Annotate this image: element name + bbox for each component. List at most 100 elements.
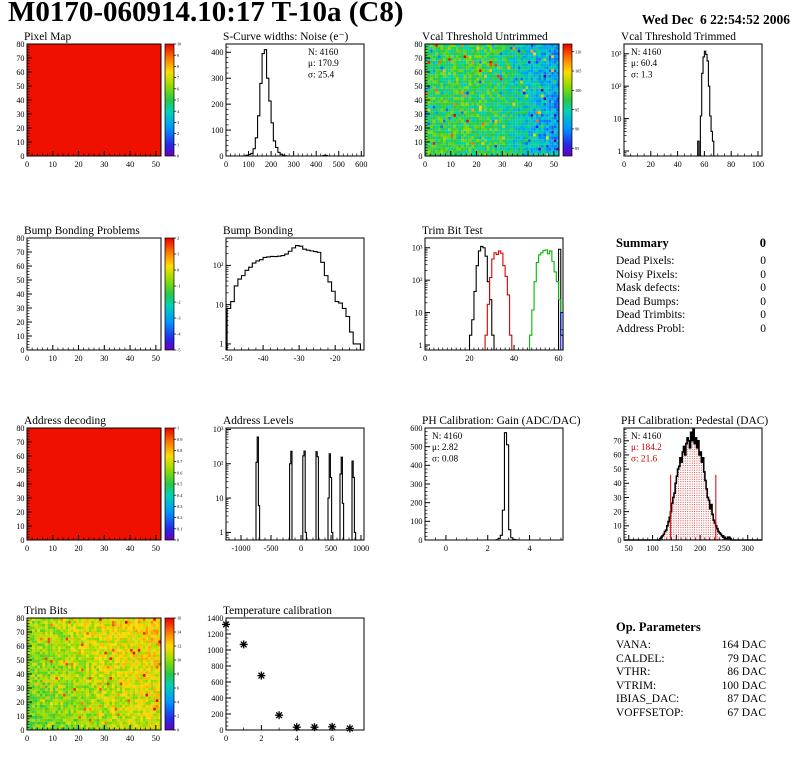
svg-text:N: 4160: N: 4160: [631, 48, 662, 58]
svg-text:10: 10: [49, 160, 57, 169]
svg-text:10: 10: [613, 114, 621, 123]
svg-text:80: 80: [727, 160, 735, 169]
svg-text:95: 95: [575, 107, 579, 112]
svg-text:20: 20: [465, 354, 473, 363]
svg-text:-50: -50: [222, 354, 233, 363]
svg-text:10³: 10³: [611, 50, 622, 59]
svg-text:60: 60: [700, 160, 708, 169]
svg-text:40: 40: [510, 354, 518, 363]
svg-text:Bump Bonding Problems: Bump Bonding Problems: [24, 225, 140, 237]
svg-text:60: 60: [414, 68, 422, 77]
svg-text:50: 50: [16, 276, 24, 285]
svg-text:40: 40: [16, 290, 24, 299]
svg-text:10: 10: [16, 332, 24, 341]
svg-text:0: 0: [25, 160, 29, 169]
svg-text:85: 85: [575, 146, 579, 151]
svg-text:30: 30: [100, 160, 108, 169]
svg-text:50: 50: [550, 160, 558, 169]
svg-text:0: 0: [423, 160, 427, 169]
svg-text:4: 4: [177, 109, 180, 114]
svg-text:20: 20: [74, 160, 82, 169]
svg-text:0: 0: [177, 154, 179, 159]
svg-text:200: 200: [410, 498, 422, 507]
param-row: VANA:164 DAC: [616, 639, 766, 653]
svg-text:10²: 10²: [213, 261, 224, 270]
svg-text:1: 1: [219, 340, 223, 349]
svg-text:1: 1: [177, 142, 179, 147]
svg-text:S-Curve widths: Noise (e⁻): S-Curve widths: Noise (e⁻): [223, 31, 348, 43]
svg-text:50: 50: [414, 82, 422, 91]
svg-text:6: 6: [177, 86, 180, 91]
svg-text:-20: -20: [330, 354, 341, 363]
svg-text:20: 20: [472, 160, 480, 169]
svg-text:5: 5: [177, 98, 179, 103]
svg-text:20: 20: [16, 124, 24, 133]
svg-text:50: 50: [625, 544, 633, 553]
op-parameters-title: Op. Parameters: [616, 620, 701, 635]
svg-text:10: 10: [215, 300, 223, 309]
param-row: Dead Pixels:0: [616, 255, 766, 269]
svg-text:70: 70: [16, 438, 24, 447]
svg-text:10: 10: [16, 522, 24, 531]
svg-text:N: 4160: N: 4160: [631, 432, 662, 442]
param-row: Dead Bumps:0: [616, 296, 766, 310]
svg-text:0.5: 0.5: [177, 482, 182, 487]
svg-text:60: 60: [554, 354, 562, 363]
svg-text:PH Calibration: Gain (ADC/DAC): PH Calibration: Gain (ADC/DAC): [422, 415, 581, 427]
svg-text:105: 105: [575, 69, 581, 74]
svg-text:30: 30: [16, 110, 24, 119]
svg-text:2: 2: [177, 236, 179, 241]
svg-text:40: 40: [126, 160, 134, 169]
svg-text:0.1: 0.1: [177, 526, 182, 531]
svg-text:100: 100: [211, 126, 223, 135]
svg-text:1: 1: [177, 426, 179, 431]
svg-text:8: 8: [177, 64, 179, 69]
svg-text:10: 10: [414, 138, 422, 147]
param-row: Address Probl:0: [616, 323, 766, 337]
svg-text:10²: 10²: [412, 276, 423, 285]
svg-text:40: 40: [126, 354, 134, 363]
svg-text:400: 400: [310, 160, 322, 169]
svg-text:100: 100: [575, 88, 581, 93]
svg-text:30: 30: [16, 304, 24, 313]
param-row: VTRIM:100 DAC: [616, 680, 766, 694]
timestamp: Wed Dec 6 22:54:52 2006: [642, 12, 790, 28]
svg-text:600: 600: [410, 424, 422, 433]
svg-text:0: 0: [622, 160, 626, 169]
svg-text:50: 50: [16, 466, 24, 475]
svg-text:40: 40: [126, 544, 134, 553]
svg-text:N: 4160: N: 4160: [432, 432, 463, 442]
svg-text:0: 0: [25, 354, 29, 363]
svg-text:2: 2: [177, 131, 179, 136]
svg-text:0: 0: [299, 544, 303, 553]
svg-text:-3: -3: [177, 316, 181, 321]
svg-text:σ: 25.4: σ: 25.4: [308, 70, 335, 80]
svg-text:200: 200: [265, 160, 277, 169]
svg-text:40: 40: [16, 480, 24, 489]
param-row: Mask defects:0: [616, 282, 766, 296]
svg-text:0.2: 0.2: [177, 515, 182, 520]
svg-text:3: 3: [177, 120, 179, 125]
svg-text:10: 10: [177, 42, 181, 47]
svg-text:30: 30: [16, 494, 24, 503]
svg-text:10: 10: [447, 160, 455, 169]
svg-text:μ: 170.9: μ: 170.9: [308, 59, 339, 69]
svg-text:20: 20: [414, 124, 422, 133]
svg-text:10: 10: [16, 138, 24, 147]
svg-text:0.9: 0.9: [177, 437, 182, 442]
svg-text:0: 0: [418, 152, 422, 161]
svg-text:50: 50: [152, 544, 160, 553]
svg-text:10: 10: [49, 354, 57, 363]
svg-text:7: 7: [177, 75, 180, 80]
summary-title: Summary: [616, 236, 669, 251]
svg-text:50: 50: [613, 465, 621, 474]
